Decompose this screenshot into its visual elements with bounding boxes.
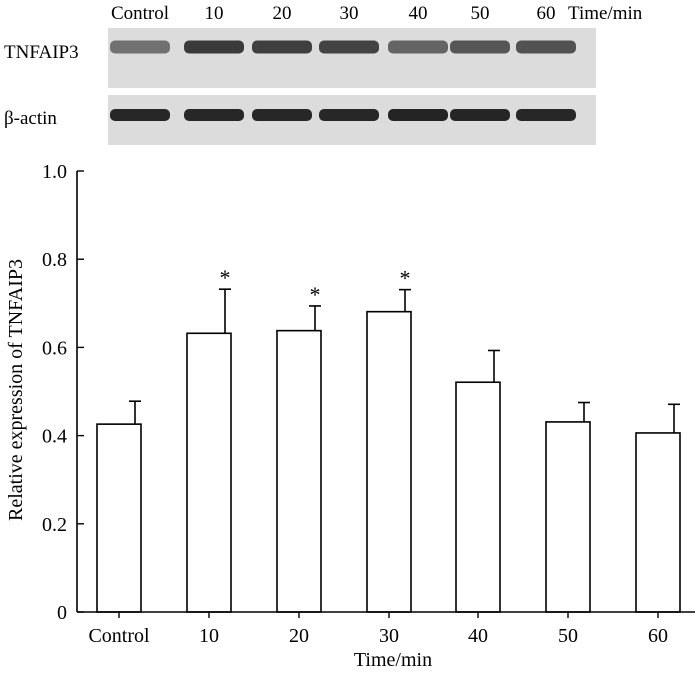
western-blot-panel: Control 10 20 30 40 50 60 Time/min TNFAIP3 β-ac… (4, 3, 643, 145)
bar-group (545, 401, 591, 613)
blot-band (110, 40, 170, 54)
bar (545, 421, 591, 613)
blot-lane-label: 60 (537, 3, 556, 24)
blot-row-label: TNFAIP3 (4, 42, 79, 63)
x-tick-label: 50 (558, 625, 578, 647)
blot-row-label: β-actin (4, 108, 57, 129)
bar (186, 332, 232, 613)
blot-row: TNFAIP3 (4, 28, 596, 88)
x-axis-title: Time/min (354, 649, 432, 671)
bar (96, 423, 142, 613)
significance-marker: * (310, 282, 321, 307)
x-tick-label: 10 (199, 625, 219, 647)
blot-lane-label: 30 (340, 3, 359, 24)
blot-band (516, 40, 576, 54)
y-tick-label: 0.6 (42, 337, 67, 359)
blot-band (319, 109, 379, 121)
blot-band (319, 40, 379, 54)
x-tick-label: Control (88, 625, 150, 647)
y-tick-label: 0.8 (42, 249, 67, 271)
bar (455, 381, 501, 613)
blot-membrane (108, 28, 596, 88)
blot-band (252, 40, 312, 54)
y-tick-label: 0.2 (42, 514, 67, 536)
bars: * * * (96, 265, 681, 613)
bar-group: * (276, 282, 322, 613)
bar-group (96, 400, 142, 613)
blot-time-label: Time/min (568, 3, 643, 24)
bar-group (635, 403, 681, 613)
x-axis-ticks: Control 10 20 30 40 50 60 (88, 612, 668, 647)
blot-band (450, 109, 510, 121)
y-tick-label: 1.0 (42, 161, 67, 183)
significance-marker: * (400, 266, 411, 291)
blot-lane-label: 10 (205, 3, 224, 24)
x-tick-label: 60 (648, 625, 668, 647)
y-tick-label: 0.4 (42, 426, 67, 448)
blot-rows: TNFAIP3 β-actin (4, 28, 596, 145)
y-tick-label: 0 (57, 602, 67, 624)
blot-lane-labels: Control 10 20 30 40 50 60 (111, 3, 556, 24)
y-axis-title: Relative expression of TNFAIP3 (5, 259, 27, 521)
blot-band (184, 109, 244, 121)
blot-band (388, 109, 448, 121)
bar-chart: 0 0.2 0.4 0.6 0.8 1.0 * * * Control 10 20 30 40 50 60… (5, 161, 695, 671)
bar (366, 310, 412, 613)
blot-lane-label: 40 (409, 3, 428, 24)
significance-marker: * (220, 265, 231, 290)
bar-group: * (366, 266, 412, 613)
blot-lane-label: 50 (471, 3, 490, 24)
blot-lane-label: Control (111, 3, 169, 24)
x-tick-label: 30 (379, 625, 399, 647)
blot-band (110, 109, 170, 121)
bar-group: * (186, 265, 232, 613)
blot-band (252, 109, 312, 121)
blot-band (516, 109, 576, 121)
blot-band (184, 40, 244, 54)
y-axis-ticks: 0 0.2 0.4 0.6 0.8 1.0 (42, 161, 84, 624)
x-tick-label: 40 (468, 625, 488, 647)
blot-row: β-actin (4, 95, 596, 145)
x-tick-label: 20 (289, 625, 309, 647)
bar (635, 432, 681, 613)
blot-band (388, 40, 448, 54)
blot-lane-label: 20 (273, 3, 292, 24)
blot-band (450, 40, 510, 54)
bar-group (455, 349, 501, 613)
bar (276, 329, 322, 613)
